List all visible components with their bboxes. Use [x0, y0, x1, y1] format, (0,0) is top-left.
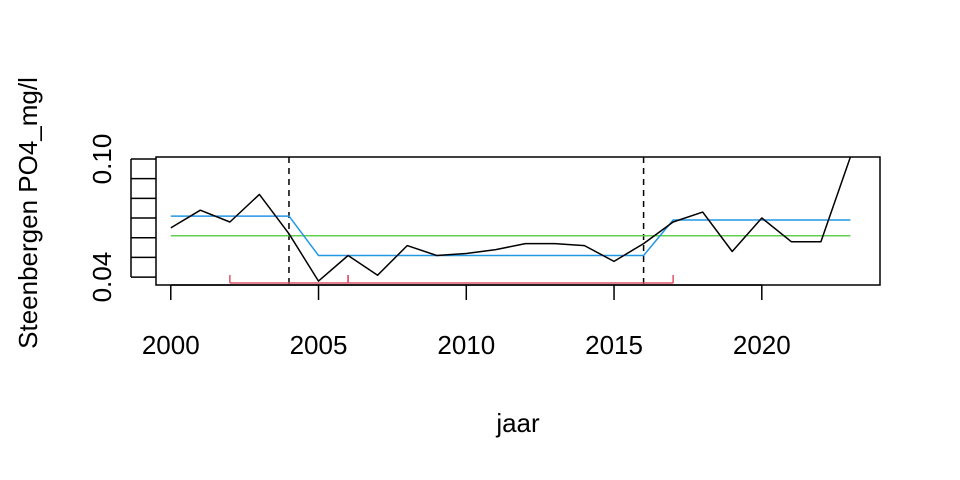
y-axis: 0.04 0.10 [87, 134, 156, 303]
x-axis: 2000 2005 2010 2015 2020 [142, 284, 791, 360]
y-tick-label: 0.04 [87, 252, 117, 303]
series-line [170, 156, 852, 282]
x-tick-label: 2020 [733, 330, 791, 360]
x-axis-label: jaar [495, 408, 540, 438]
x-tick-label: 2010 [437, 330, 495, 360]
series-line [170, 215, 851, 257]
x-tick-label: 2015 [585, 330, 643, 360]
y-axis-label: Steenbergen PO4_mg/l [13, 77, 43, 349]
x-tick-label: 2005 [290, 330, 348, 360]
x-tick-label: 2000 [142, 330, 200, 360]
plot-lines [170, 156, 852, 285]
plot-frame [155, 156, 881, 286]
y-tick-label: 0.10 [87, 134, 117, 185]
